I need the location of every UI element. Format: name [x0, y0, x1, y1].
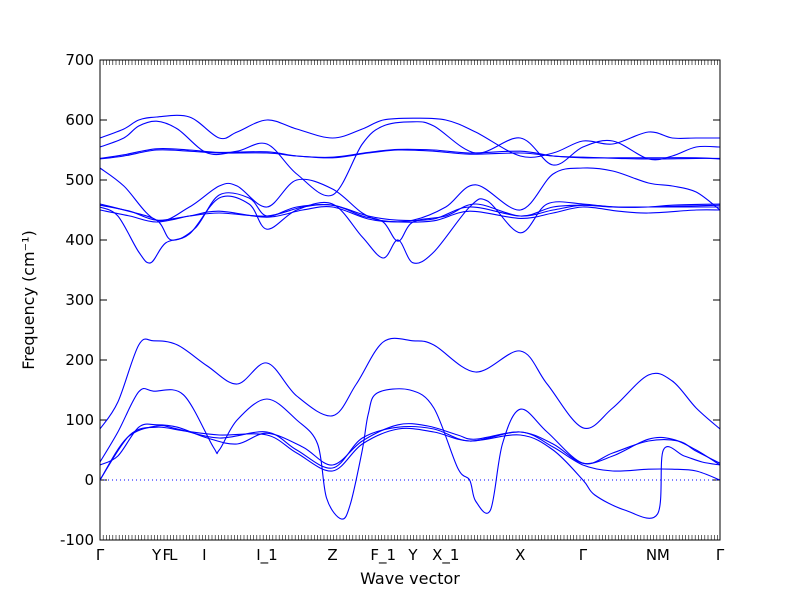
- kpoint-label: X_1: [432, 546, 459, 565]
- kpoint-label: F_1: [370, 546, 396, 565]
- band-line-14: [99, 114, 720, 158]
- y-tick-label: 100: [65, 411, 94, 429]
- kpoint-label: L: [169, 546, 178, 564]
- band-line-12: [99, 148, 721, 160]
- band-line-4: [99, 387, 721, 520]
- band-line-5: [99, 337, 721, 430]
- kpoint-label: N: [646, 546, 657, 564]
- band-line-1: [99, 425, 721, 481]
- y-axis: -100 0 100 200 300 400 500 600 700: [60, 51, 720, 549]
- band-line-3: [99, 423, 721, 466]
- kpoint-label: Γ: [96, 546, 105, 564]
- band-line-9: [99, 206, 721, 223]
- kpoint-label: F: [162, 546, 171, 564]
- kpoint-label: Γ: [716, 546, 725, 564]
- band-line-10: [99, 167, 721, 223]
- plot-frame: [99, 59, 721, 541]
- kpoint-label: Y: [407, 546, 418, 564]
- y-tick-label: 400: [65, 231, 94, 249]
- band-line-7: [99, 192, 720, 242]
- kpoint-label: I_1: [256, 546, 277, 565]
- band-line-11: [99, 149, 721, 160]
- kpoint-label: M: [657, 546, 670, 564]
- y-axis-title: Frequency (cm⁻¹): [19, 230, 38, 369]
- y-tick-label: 700: [65, 51, 94, 69]
- x-axis: Γ Y FL I I_1 Z F_1 Y X_1 X Γ N M Γ: [96, 60, 725, 565]
- x-axis-title: Wave vector: [360, 569, 460, 588]
- y-tick-label: 500: [65, 171, 94, 189]
- band-line-6: [99, 195, 721, 264]
- kpoint-label: I: [202, 546, 206, 564]
- y-tick-label: 600: [65, 111, 94, 129]
- y-tick-label: 200: [65, 351, 94, 369]
- y-tick-label: -100: [60, 531, 94, 549]
- band-line-8: [99, 204, 721, 222]
- band-line-13: [99, 120, 721, 197]
- band-series-group: [99, 114, 721, 520]
- kpoint-label: Γ: [579, 546, 588, 564]
- band-line-2: [99, 426, 721, 519]
- kpoint-label: Z: [327, 546, 337, 564]
- y-tick-label: 0: [84, 471, 94, 489]
- kpoint-label: X: [515, 546, 525, 564]
- y-tick-label: 300: [65, 291, 94, 309]
- kpoint-label: Y: [151, 546, 162, 564]
